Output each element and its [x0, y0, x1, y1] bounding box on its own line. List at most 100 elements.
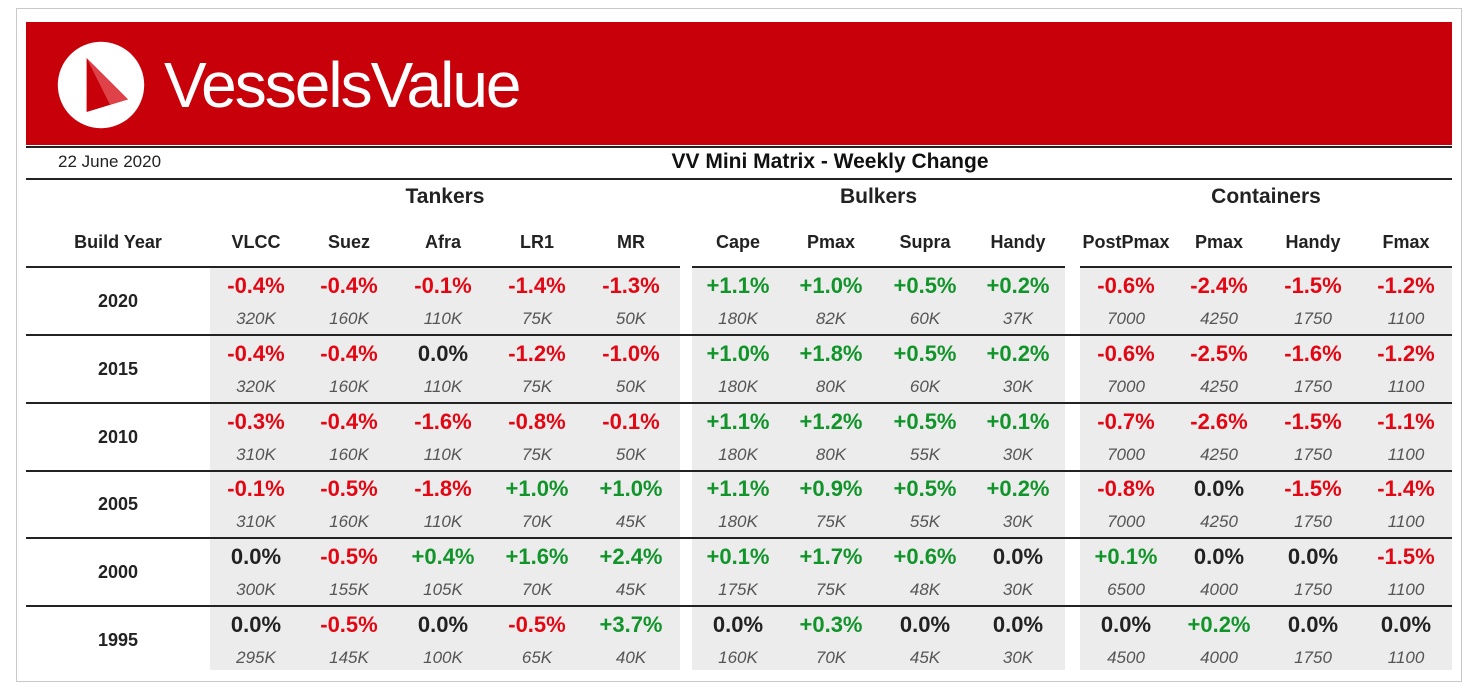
- vessel-value: 45K: [615, 580, 647, 599]
- vessel-value: 75K: [521, 377, 553, 396]
- brand-banner: VesselsValue: [26, 22, 1452, 145]
- vessel-value: 55K: [909, 445, 941, 464]
- weekly-change-value: -0.7%: [1097, 409, 1155, 434]
- vessel-value: 1100: [1387, 377, 1425, 396]
- weekly-change-value: -1.5%: [1377, 544, 1435, 569]
- vessel-value: 45K: [909, 648, 941, 667]
- group-header: Bulkers: [839, 185, 918, 208]
- vessel-value: 7000: [1107, 377, 1145, 396]
- weekly-change-value: 0.0%: [712, 612, 764, 637]
- weekly-change-value: -2.6%: [1190, 409, 1248, 434]
- vessel-value: 1750: [1294, 648, 1332, 667]
- weekly-change-value: 0.0%: [992, 612, 1044, 637]
- weekly-change-value: -1.4%: [1377, 476, 1435, 501]
- weekly-change-value: +0.9%: [799, 476, 863, 501]
- vessel-value: 105K: [423, 580, 463, 599]
- header-rule-rowlabel: [26, 266, 210, 268]
- row-separator: [26, 537, 1452, 539]
- vessel-value: 100K: [423, 648, 463, 667]
- weekly-change-value: +1.0%: [799, 273, 863, 298]
- vessel-value: 4250: [1200, 512, 1238, 531]
- vessel-value: 4250: [1200, 377, 1238, 396]
- column-header: LR1: [519, 232, 554, 252]
- weekly-change-value: 0.0%: [1287, 544, 1339, 569]
- vessel-value: 45K: [615, 512, 647, 531]
- weekly-change-value: +1.0%: [599, 476, 663, 501]
- weekly-change-value: -0.3%: [227, 409, 285, 434]
- column-header: Suez: [327, 232, 370, 252]
- weekly-change-value: 0.0%: [1193, 544, 1245, 569]
- vessel-value: 30K: [1002, 445, 1034, 464]
- vessel-value: 310K: [236, 445, 276, 464]
- weekly-change-value: 0.0%: [417, 341, 469, 366]
- vessel-value: 7000: [1107, 445, 1145, 464]
- vessel-value: 1750: [1294, 512, 1332, 531]
- weekly-change-value: -0.4%: [320, 273, 378, 298]
- vessel-value: 1100: [1387, 580, 1425, 599]
- title-rule-top: [26, 146, 1452, 148]
- build-year-label: 2015: [97, 359, 139, 379]
- title-rule-bottom: [26, 178, 1452, 180]
- weekly-change-value: -0.4%: [320, 409, 378, 434]
- weekly-change-value: 0.0%: [1193, 476, 1245, 501]
- vessel-value: 300K: [236, 580, 276, 599]
- vessel-value: 7000: [1107, 512, 1145, 531]
- weekly-change-value: -0.5%: [320, 544, 378, 569]
- vessel-value: 82K: [815, 309, 847, 328]
- weekly-change-value: +3.7%: [599, 612, 663, 637]
- vessel-value: 80K: [815, 377, 847, 396]
- weekly-change-value: +0.2%: [986, 273, 1050, 298]
- weekly-change-value: 0.0%: [1100, 612, 1152, 637]
- build-year-label: 1995: [97, 630, 139, 650]
- weekly-change-value: +0.2%: [1187, 612, 1251, 637]
- weekly-change-value: -0.1%: [414, 273, 472, 298]
- row-separator: [26, 334, 1452, 336]
- weekly-change-value: 0.0%: [1287, 612, 1339, 637]
- build-year-label: 2005: [97, 494, 139, 514]
- vessel-value: 75K: [521, 309, 553, 328]
- weekly-change-value: -0.5%: [508, 612, 566, 637]
- weekly-change-value: -0.6%: [1097, 341, 1155, 366]
- vessel-value: 180K: [718, 309, 758, 328]
- vessel-value: 65K: [521, 648, 553, 667]
- weekly-change-value: +0.1%: [706, 544, 770, 569]
- vessel-value: 110K: [423, 309, 463, 328]
- weekly-change-value: -1.2%: [1377, 273, 1435, 298]
- vessel-value: 70K: [521, 580, 553, 599]
- vessel-value: 160K: [329, 309, 369, 328]
- vessel-value: 110K: [423, 445, 463, 464]
- vessel-value: 50K: [615, 445, 647, 464]
- weekly-change-value: -1.5%: [1284, 273, 1342, 298]
- vessel-value: 30K: [1002, 648, 1034, 667]
- vesselsvalue-logo-icon: [57, 41, 145, 129]
- weekly-change-value: -2.5%: [1190, 341, 1248, 366]
- weekly-change-value: +1.1%: [706, 409, 770, 434]
- weekly-change-value: -0.5%: [320, 612, 378, 637]
- vessel-value: 75K: [815, 580, 847, 599]
- weekly-change-value: +0.5%: [893, 273, 957, 298]
- build-year-label: 2000: [97, 562, 139, 582]
- vessel-value: 180K: [718, 445, 758, 464]
- vessel-value: 48K: [909, 580, 941, 599]
- vessel-value: 50K: [615, 309, 647, 328]
- weekly-change-value: +1.0%: [505, 476, 569, 501]
- weekly-change-value: -1.1%: [1377, 409, 1435, 434]
- vessel-value: 145K: [329, 648, 369, 667]
- row-separator: [26, 470, 1452, 472]
- vessel-value: 320K: [236, 377, 276, 396]
- weekly-change-value: +0.1%: [1094, 544, 1158, 569]
- vessel-value: 160K: [329, 445, 369, 464]
- weekly-change-value: -1.4%: [508, 273, 566, 298]
- column-header: Handy: [1285, 232, 1341, 252]
- weekly-change-value: -0.4%: [320, 341, 378, 366]
- vessel-value: 75K: [521, 445, 553, 464]
- vessel-value: 4250: [1200, 445, 1238, 464]
- build-year-label: 2010: [97, 427, 139, 447]
- weekly-change-value: +1.8%: [799, 341, 863, 366]
- weekly-change-value: +0.2%: [986, 341, 1050, 366]
- weekly-change-value: -0.6%: [1097, 273, 1155, 298]
- weekly-change-value: +0.2%: [986, 476, 1050, 501]
- header-rule-group: [210, 266, 680, 268]
- vessel-value: 60K: [909, 309, 941, 328]
- vessel-value: 1100: [1387, 309, 1425, 328]
